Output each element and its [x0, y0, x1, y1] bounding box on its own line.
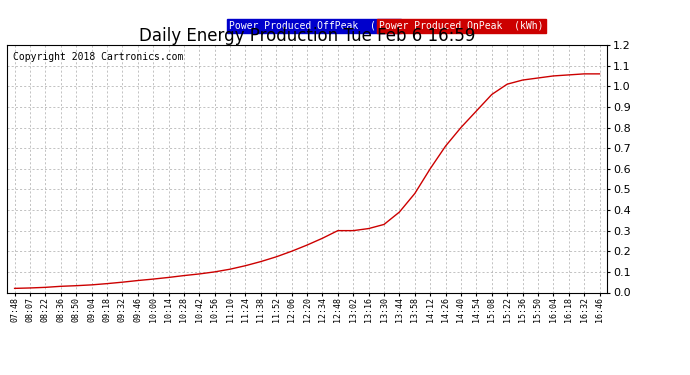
Text: Power Produced OffPeak  (kWh): Power Produced OffPeak (kWh) [229, 21, 400, 31]
Text: Power Produced OnPeak  (kWh): Power Produced OnPeak (kWh) [379, 21, 544, 31]
Text: Copyright 2018 Cartronics.com: Copyright 2018 Cartronics.com [13, 53, 184, 62]
Title: Daily Energy Production Tue Feb 6 16:59: Daily Energy Production Tue Feb 6 16:59 [139, 27, 475, 45]
